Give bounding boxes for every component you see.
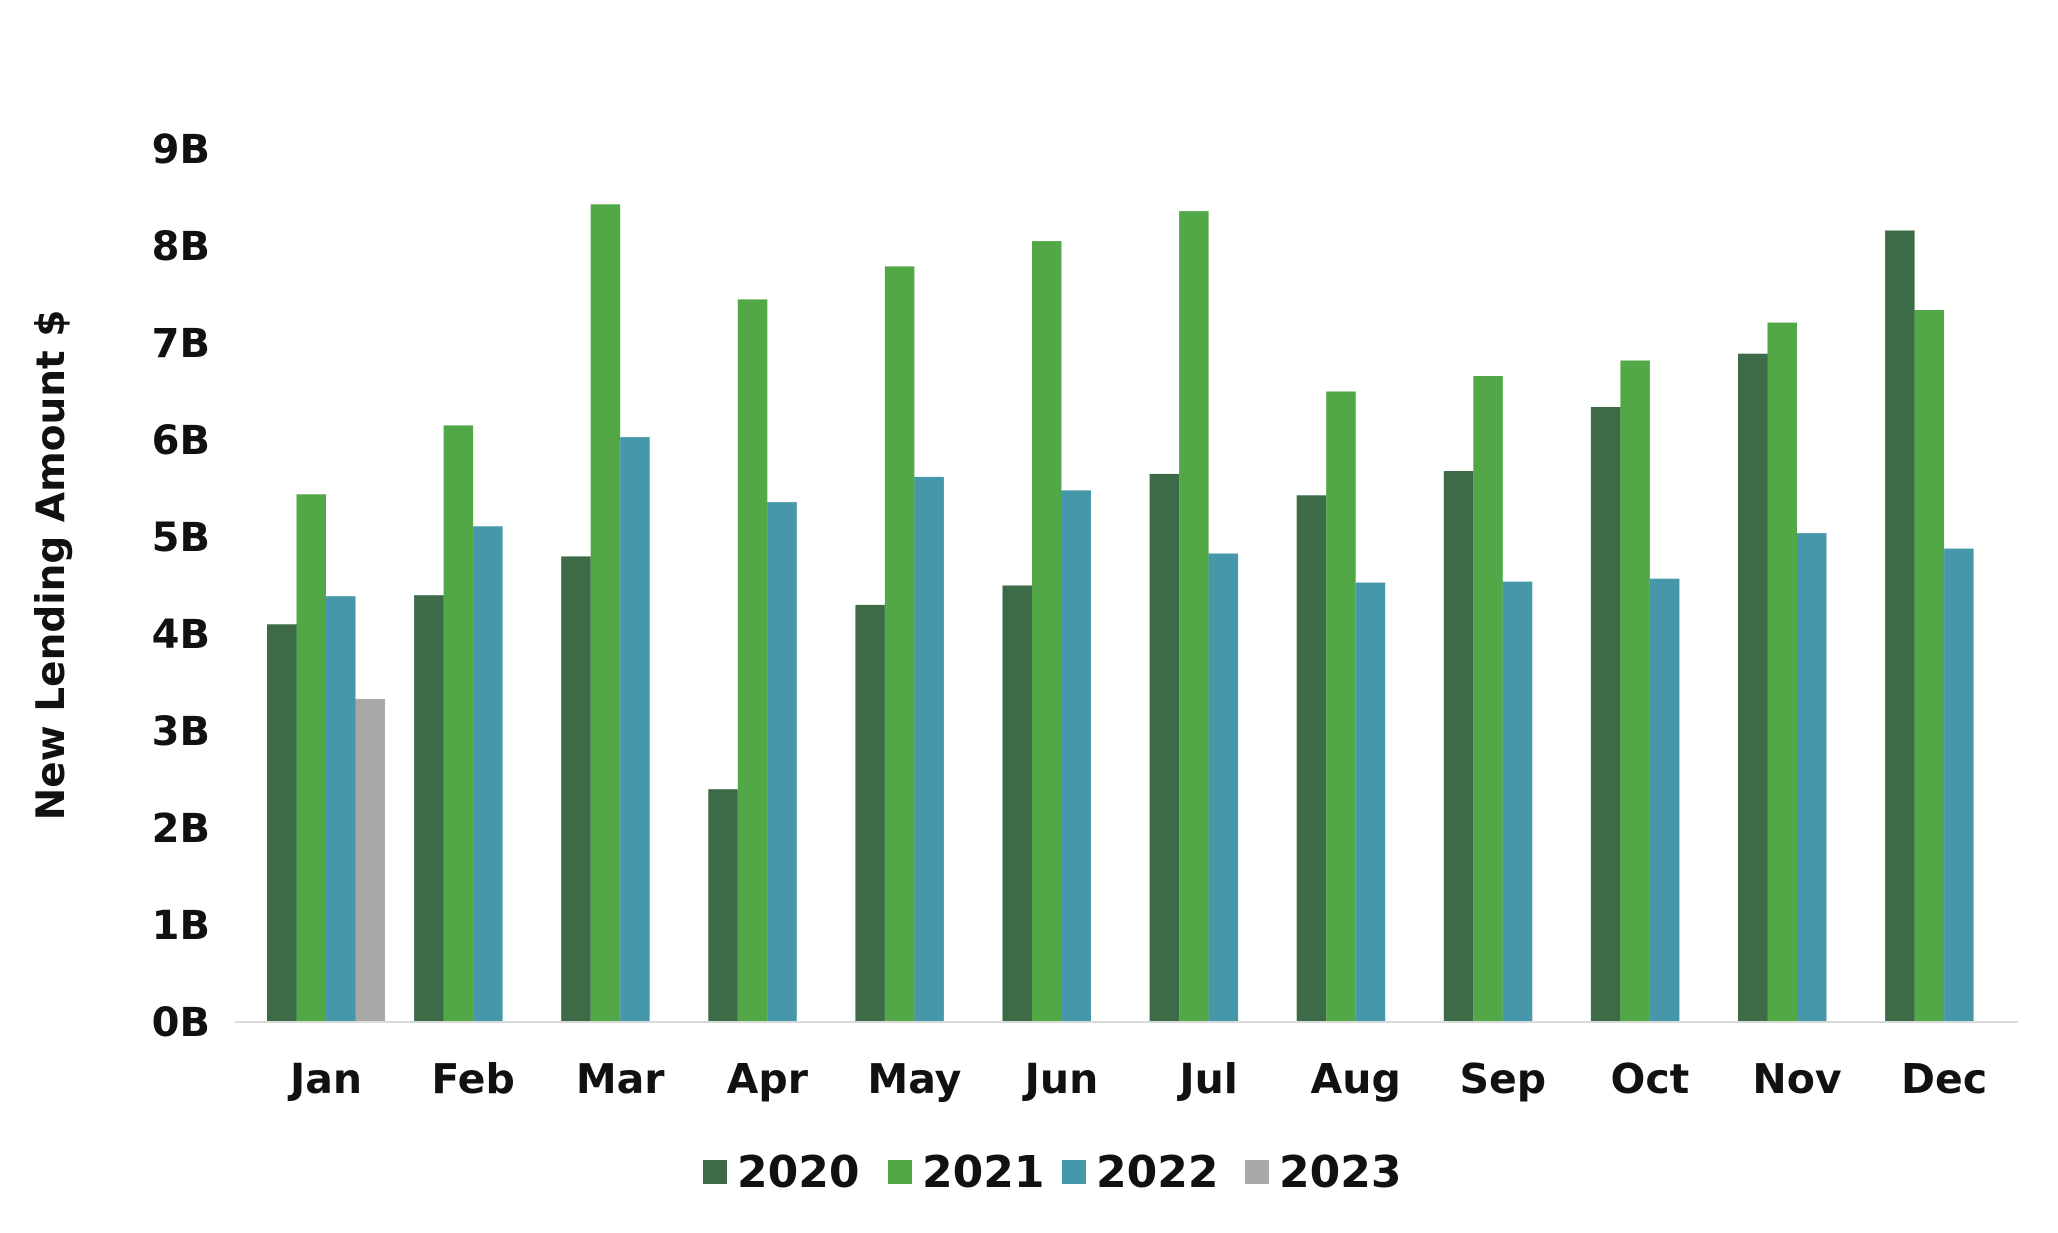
x-tick-label: Sep	[1459, 1055, 1546, 1103]
bar-2021-feb	[443, 425, 474, 1022]
legend-label-2021: 2021	[922, 1147, 1044, 1198]
bar-2021-mar	[590, 204, 621, 1023]
bar-2022-feb	[473, 526, 503, 1022]
y-tick-label: 4B	[152, 612, 210, 658]
x-axis-labels: Jan Feb Mar Apr May Jun Jul Aug Sep Oct Nov Dec	[287, 1055, 1987, 1103]
y-tick-label: 1B	[152, 903, 210, 949]
bar-2023-jan	[355, 699, 385, 1022]
bar-2020-oct	[1590, 407, 1621, 1022]
y-tick-label: 0B	[152, 1000, 210, 1046]
y-tick-label: 6B	[152, 418, 210, 464]
bar-2020-sep	[1443, 471, 1474, 1022]
bar-2022-mar	[620, 437, 650, 1023]
bar-2022-jan	[326, 596, 356, 1022]
x-tick-label: Jan	[287, 1055, 362, 1103]
legend-label-2020: 2020	[737, 1147, 859, 1198]
bar-2022-oct	[1649, 578, 1680, 1022]
bar-2020-may	[855, 604, 885, 1022]
x-tick-label: Aug	[1311, 1055, 1401, 1103]
x-tick-label: Feb	[431, 1055, 515, 1103]
y-tick-label: 8B	[152, 224, 210, 270]
bar-2020-jun	[1002, 585, 1032, 1022]
legend-label-2023: 2023	[1279, 1147, 1401, 1198]
bar-2022-dec	[1944, 548, 1974, 1022]
x-tick-label: Dec	[1901, 1055, 1987, 1103]
x-tick-label: Nov	[1752, 1055, 1841, 1103]
legend-swatch-2021	[888, 1160, 912, 1184]
legend-label-2022: 2022	[1096, 1147, 1218, 1198]
bar-2021-jul	[1179, 211, 1209, 1023]
bar-2021-nov	[1767, 322, 1797, 1023]
bar-2021-jun	[1032, 241, 1062, 1023]
bar-2022-jul	[1208, 553, 1239, 1022]
bar-2022-jun	[1061, 490, 1091, 1022]
bar-2020-aug	[1296, 495, 1327, 1022]
bar-2020-jan	[267, 624, 297, 1022]
bar-2022-sep	[1502, 581, 1533, 1022]
legend-swatch-2020	[703, 1160, 727, 1184]
x-tick-label: Oct	[1611, 1055, 1690, 1103]
bar-2022-may	[914, 476, 944, 1022]
x-tick-label: Jun	[1022, 1055, 1099, 1103]
x-tick-label: Mar	[576, 1055, 665, 1103]
bar-2021-oct	[1620, 360, 1650, 1022]
bar-2020-nov	[1738, 353, 1768, 1022]
legend: 2020 2021 2022 2023	[703, 1147, 1401, 1198]
legend-swatch-2023	[1245, 1160, 1269, 1184]
y-tick-label: 3B	[152, 709, 210, 755]
y-tick-label: 9B	[152, 127, 210, 173]
bar-2020-apr	[708, 789, 738, 1022]
bar-2021-dec	[1914, 310, 1945, 1022]
y-tick-label: 7B	[152, 321, 210, 367]
bar-2021-apr	[737, 299, 768, 1022]
bar-2021-sep	[1473, 376, 1503, 1022]
bar-2020-mar	[561, 556, 591, 1022]
x-tick-label: Apr	[727, 1055, 809, 1103]
bar-2021-jan	[296, 494, 326, 1022]
bar-2021-may	[884, 266, 915, 1022]
y-axis-ticks: 0B 1B 2B 3B 4B 5B 6B 7B 8B 9B	[152, 127, 210, 1046]
y-tick-label: 2B	[152, 806, 210, 852]
x-tick-label: Jul	[1176, 1055, 1238, 1103]
y-axis-label: New Lending Amount $	[29, 310, 74, 821]
bars	[267, 204, 1974, 1023]
bar-2020-dec	[1885, 230, 1915, 1022]
bar-2022-aug	[1355, 582, 1386, 1022]
y-tick-label: 5B	[152, 515, 210, 561]
bar-2020-feb	[414, 595, 444, 1022]
legend-swatch-2022	[1062, 1160, 1086, 1184]
x-tick-label: May	[867, 1055, 961, 1103]
bar-2022-nov	[1797, 533, 1827, 1022]
bar-2022-apr	[767, 502, 797, 1023]
bar-2021-aug	[1326, 391, 1356, 1022]
bar-2020-jul	[1149, 473, 1180, 1022]
